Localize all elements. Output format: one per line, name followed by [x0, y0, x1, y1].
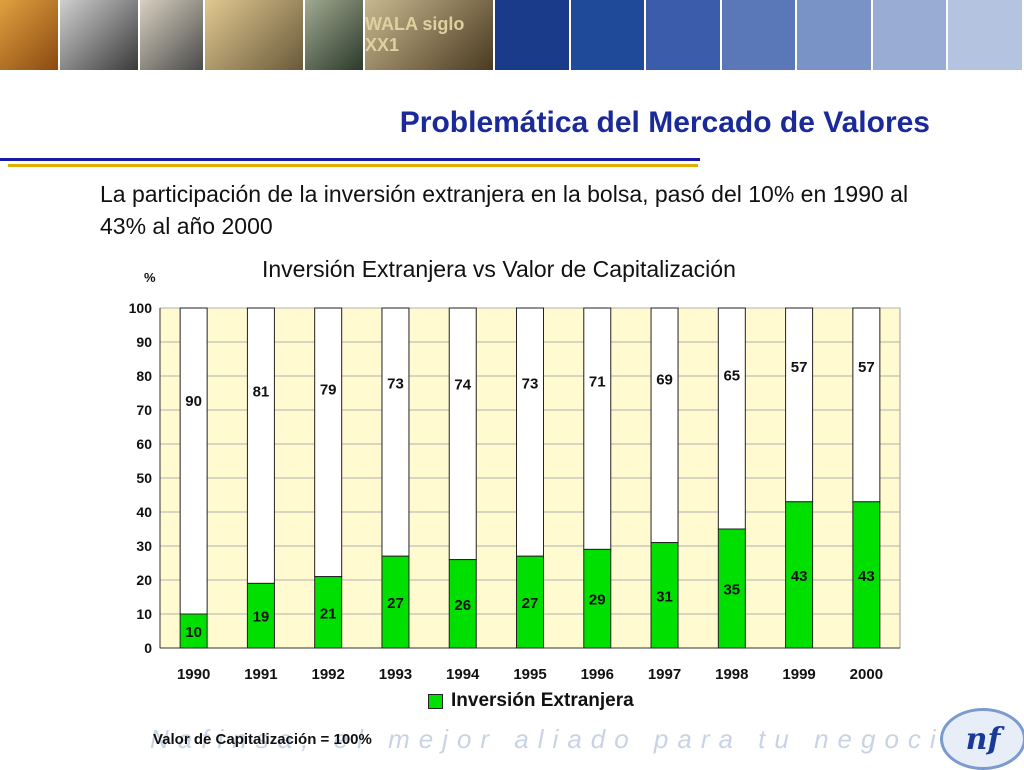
data-label-remainder: 90: [185, 393, 202, 410]
header-stripes: [495, 0, 1024, 70]
data-label-remainder: 57: [791, 359, 808, 376]
x-tick-label: 1993: [379, 666, 412, 683]
bar-segment-foreign-investment: [785, 501, 814, 649]
bar-segment-foreign-investment: [179, 613, 208, 649]
data-label-remainder: 57: [858, 359, 875, 376]
data-label-foreign: 27: [387, 595, 404, 612]
nafinsa-logo: nf: [940, 708, 1024, 770]
data-label-foreign: 19: [253, 609, 270, 626]
photo-laptop: [205, 0, 305, 70]
y-tick-label: 20: [136, 572, 152, 588]
bar-segment-remainder: [314, 307, 343, 578]
x-tick-label: 1999: [782, 666, 815, 683]
header-stripe: [646, 0, 722, 70]
bar-segment-remainder: [785, 307, 814, 503]
x-tick-label: 1995: [513, 666, 546, 683]
title-underline-accent: [8, 164, 698, 167]
data-label-remainder: 81: [253, 384, 270, 401]
data-label-remainder: 79: [320, 382, 337, 399]
bar-segment-foreign-investment: [852, 501, 881, 649]
header-stripe: [797, 0, 873, 70]
x-tick-label: 1997: [648, 666, 681, 683]
data-label-foreign: 10: [185, 624, 202, 641]
photo-woman-phone: [0, 0, 60, 70]
data-label-remainder: 73: [387, 375, 404, 392]
photo-wala-siglo-xxi: WALA siglo XX1: [365, 0, 495, 70]
watermark-slogan: Nafinsa, el mejor aliado para tu negocio: [150, 724, 969, 754]
lead-text: La participación de la inversión extranj…: [100, 181, 909, 239]
y-tick-label: 40: [136, 504, 152, 520]
bar-segment-foreign-investment: [717, 528, 746, 649]
logo-text: nf: [965, 721, 1001, 757]
chart-footnote: Valor de Capitalización = 100%: [153, 731, 372, 748]
y-tick-label: 100: [129, 300, 153, 316]
x-tick-label: 1992: [311, 666, 344, 683]
header-banner: WALA siglo XX1: [0, 0, 1024, 70]
y-tick-label: 70: [136, 402, 152, 418]
chart-legend: Inversión Extranjera: [428, 690, 634, 712]
bar-segment-remainder: [179, 307, 208, 615]
y-tick-label: 50: [136, 470, 152, 486]
y-tick-label: 30: [136, 538, 152, 554]
photo-camera: [60, 0, 140, 70]
data-label-foreign: 43: [791, 568, 808, 585]
data-label-foreign: 31: [656, 588, 673, 605]
bar-segment-remainder: [246, 307, 275, 584]
chart-title: Inversión Extranjera vs Valor de Capital…: [262, 256, 736, 282]
bar-segment-remainder: [852, 307, 881, 503]
bar-segment-remainder: [516, 307, 544, 557]
data-label-foreign: 29: [589, 592, 606, 609]
y-tick-label: 90: [136, 334, 152, 350]
data-label-remainder: 73: [522, 375, 539, 392]
photo-crane: [305, 0, 365, 70]
data-label-foreign: 35: [723, 582, 740, 599]
x-tick-label: 1991: [244, 666, 277, 683]
bar-segment-foreign-investment: [516, 555, 544, 649]
x-tick-label: 1994: [446, 666, 480, 683]
bar-segment-foreign-investment: [650, 542, 679, 649]
photo-text: WALA siglo XX1: [365, 14, 465, 55]
bar-segment-foreign-investment: [246, 582, 275, 649]
data-label-foreign: 43: [858, 568, 875, 585]
y-tick-label: 10: [136, 606, 152, 622]
bar-segment-remainder: [381, 307, 410, 557]
data-label-foreign: 21: [320, 605, 337, 622]
bar-segment-remainder: [448, 307, 477, 561]
header-stripe: [872, 0, 949, 70]
bar-segment-foreign-investment: [381, 555, 410, 649]
bar-segment-remainder: [650, 307, 679, 544]
header-stripe: [570, 0, 647, 70]
photo-man-phone: [140, 0, 205, 70]
bar-segment-foreign-investment: [448, 559, 477, 649]
x-tick-label: 2000: [850, 666, 883, 683]
x-tick-label: 1990: [177, 666, 210, 683]
data-label-foreign: 26: [454, 597, 471, 614]
y-tick-label: 0: [144, 640, 152, 656]
data-label-foreign: 27: [522, 595, 539, 612]
bar-segment-foreign-investment: [583, 548, 612, 649]
header-stripe: [495, 0, 571, 70]
legend-label: Inversión Extranjera: [451, 690, 634, 711]
bar-segment-remainder: [717, 307, 746, 530]
bar-segment-foreign-investment: [314, 576, 343, 649]
bar-segment-remainder: [583, 307, 612, 550]
data-label-remainder: 71: [589, 373, 606, 390]
header-stripe: [721, 0, 798, 70]
legend-swatch: [428, 693, 443, 709]
title-underline: [0, 158, 700, 161]
y-axis-unit: %: [144, 270, 156, 285]
x-tick-label: 1996: [581, 666, 614, 683]
data-label-remainder: 74: [454, 376, 471, 393]
header-stripe: [948, 0, 1024, 70]
x-tick-label: 1998: [715, 666, 748, 683]
y-tick-label: 60: [136, 436, 152, 452]
data-label-remainder: 69: [656, 371, 673, 388]
page-title: Problemática del Mercado de Valores: [399, 106, 930, 139]
y-tick-label: 80: [136, 368, 152, 384]
data-label-remainder: 65: [723, 367, 740, 384]
